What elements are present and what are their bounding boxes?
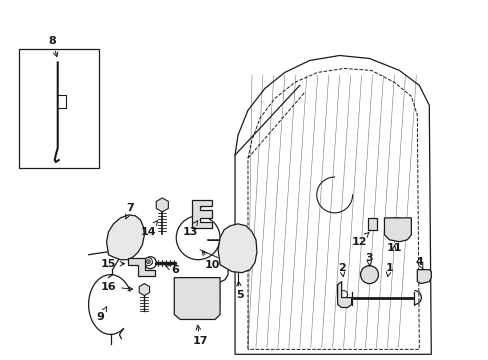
Polygon shape (218, 224, 256, 273)
Bar (19, 49, 99, 168)
Text: 12: 12 (351, 232, 368, 247)
Polygon shape (106, 215, 144, 260)
Text: 2: 2 (337, 263, 345, 276)
Text: 11: 11 (386, 243, 401, 253)
Text: 14: 14 (140, 221, 157, 237)
Text: 4: 4 (414, 257, 423, 270)
Text: 9: 9 (97, 307, 106, 323)
Polygon shape (367, 218, 377, 230)
Text: 17: 17 (192, 325, 207, 346)
Text: 1: 1 (385, 263, 392, 276)
Circle shape (182, 280, 190, 288)
Circle shape (147, 260, 153, 265)
Circle shape (146, 260, 150, 264)
Polygon shape (156, 198, 168, 212)
Text: 10: 10 (202, 251, 220, 270)
Text: 15: 15 (101, 259, 124, 269)
Circle shape (144, 257, 156, 269)
Text: 5: 5 (236, 282, 244, 300)
Text: 8: 8 (49, 36, 58, 57)
Text: 7: 7 (125, 203, 134, 219)
Text: 16: 16 (101, 282, 132, 292)
Polygon shape (337, 282, 351, 307)
Text: 13: 13 (182, 221, 198, 237)
Polygon shape (174, 278, 220, 319)
Circle shape (360, 266, 378, 284)
Polygon shape (416, 270, 430, 284)
Polygon shape (128, 258, 155, 276)
Text: 3: 3 (365, 253, 372, 266)
Circle shape (144, 258, 152, 266)
Polygon shape (384, 218, 410, 242)
Polygon shape (139, 284, 149, 296)
Polygon shape (192, 200, 212, 228)
Circle shape (199, 201, 205, 207)
Text: 6: 6 (165, 265, 179, 275)
